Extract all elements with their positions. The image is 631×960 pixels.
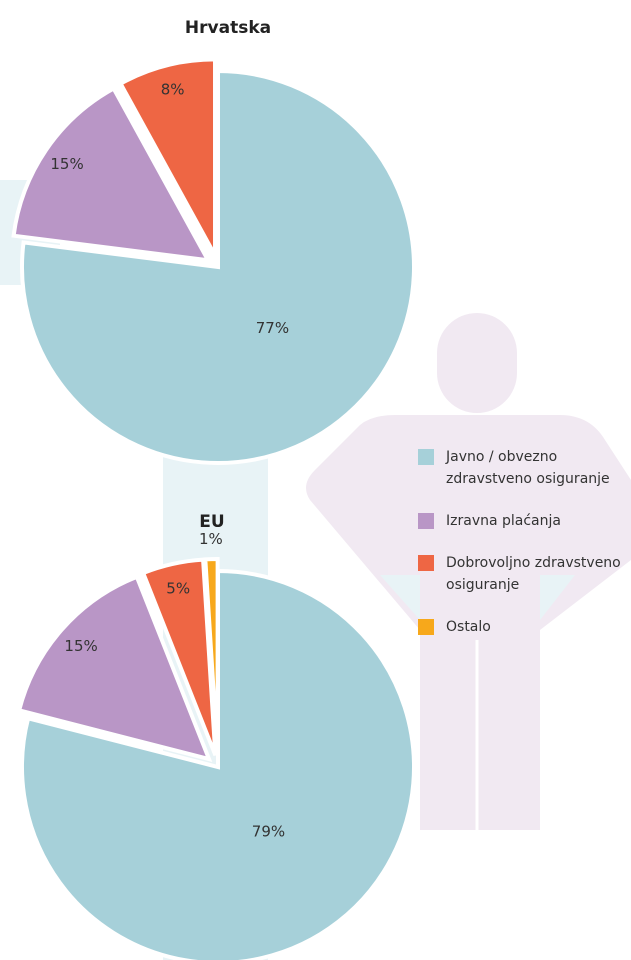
legend: Javno / obvezno zdravstveno osiguranje Iz… — [418, 446, 631, 658]
legend-item: Javno / obvezno zdravstveno osiguranje — [418, 446, 631, 490]
value-label: 1% — [199, 530, 223, 548]
value-label: 8% — [161, 81, 185, 99]
pie-slice — [20, 68, 416, 465]
value-label: 15% — [50, 155, 83, 173]
legend-swatch — [418, 449, 434, 465]
pie-slice — [203, 557, 220, 756]
value-label: 5% — [166, 579, 190, 597]
figure-body — [306, 415, 631, 830]
legend-label: Ostalo — [446, 619, 491, 635]
pie-slice — [140, 557, 218, 757]
legend-item: Ostalo — [418, 616, 631, 638]
figure-arm-gap — [380, 575, 575, 620]
legend-label: Javno / obvezno zdravstveno osiguranje — [446, 449, 610, 487]
value-label: 77% — [256, 319, 289, 337]
legend-item: Izravna plaćanja — [418, 510, 631, 532]
chart-title: Hrvatska — [185, 18, 271, 38]
pie-slice — [11, 85, 212, 263]
pie-slice — [16, 574, 213, 762]
value-label: 15% — [64, 637, 97, 655]
value-label: 79% — [252, 823, 285, 841]
legend-label: Izravna plaćanja — [446, 513, 561, 529]
chart-title: EU — [199, 512, 224, 532]
legend-label: Dobrovoljno zdravstveno osiguranje — [446, 555, 621, 593]
figure-head — [437, 313, 517, 413]
pie-slice — [20, 568, 416, 960]
legend-swatch — [418, 513, 434, 529]
pie-slice — [117, 57, 218, 257]
legend-swatch — [418, 619, 434, 635]
legend-item: Dobrovoljno zdravstveno osiguranje — [418, 552, 631, 596]
legend-swatch — [418, 555, 434, 571]
